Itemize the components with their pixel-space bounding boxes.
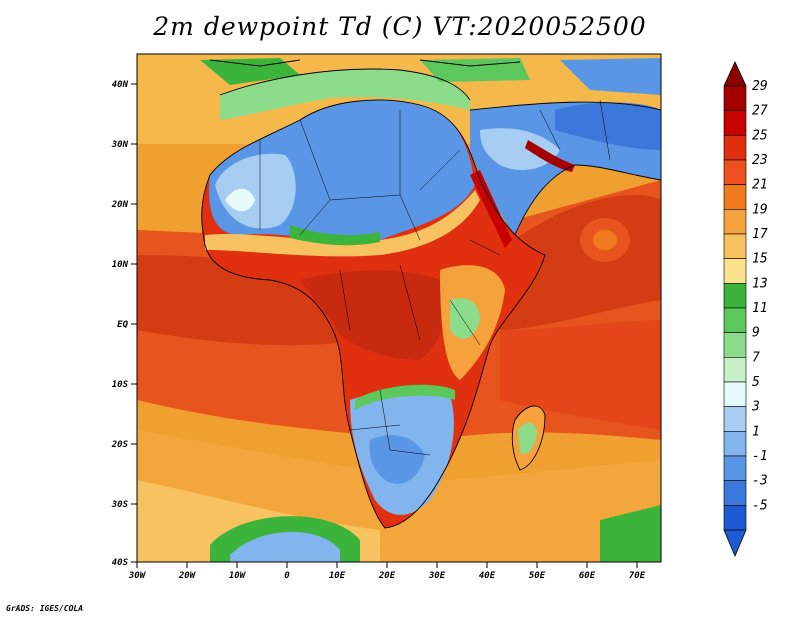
colorbar-box	[723, 233, 747, 259]
lat-label-30n: 30N	[111, 140, 129, 150]
colorbar-box	[723, 406, 747, 432]
colorbar-box	[723, 110, 747, 136]
colorbar-label: 15	[752, 252, 768, 267]
colorbar-label: 19	[752, 202, 768, 217]
colorbar-box	[723, 480, 747, 506]
lat-label-30s: 30S	[111, 500, 129, 510]
borders	[259, 99, 611, 456]
colorbar-label: -5	[752, 498, 768, 513]
colorbar-label: 17	[752, 227, 768, 242]
colorbar-box	[723, 455, 747, 481]
colorbar-label: -3	[752, 474, 768, 489]
lon-label-20w: 20W	[178, 571, 197, 581]
colorbar-label: 13	[752, 276, 768, 291]
lat-axis: 40N 30N 20N 10N EQ 10S 20S 30S 40S	[111, 80, 137, 568]
colorbar-label: 21	[752, 178, 768, 193]
colorbar: 29 27 25 23 21 19 17 15 13 11 9 7 5 3 1 -1 -3 -5	[723, 61, 768, 558]
colorbar-label: 9	[752, 326, 760, 341]
colorbar-top-arrow	[723, 61, 747, 87]
colorbar-labels: 29 27 25 23 21 19 17 15 13 11 9 7 5 3 1 -1 -3 -5	[751, 79, 768, 513]
lon-label-70e: 70E	[629, 571, 646, 581]
colorbar-box	[723, 381, 747, 407]
lon-label-30e: 30E	[428, 571, 446, 581]
colorbar-label: 1	[752, 424, 760, 439]
colorbar-box	[723, 357, 747, 383]
colorbar-box	[723, 505, 747, 531]
colorbar-box	[723, 159, 747, 185]
map-title: 2m dewpoint Td (C) VT:2020052500	[153, 12, 647, 41]
colorbar-boxes	[723, 85, 747, 531]
colorbar-label: 29	[752, 79, 768, 94]
lon-label-0: 0	[284, 571, 290, 581]
lon-label-40e: 40E	[479, 571, 496, 581]
colorbar-label: 23	[752, 153, 768, 168]
colorbar-label: 7	[752, 350, 760, 365]
colorbar-box	[723, 209, 747, 235]
colorbar-box	[723, 332, 747, 358]
lon-label-20e: 20E	[378, 571, 396, 581]
lat-label-20n: 20N	[111, 200, 129, 210]
lat-label-10s: 10S	[112, 380, 129, 390]
lon-axis: 30W 20W 10W 0 10E 20E 30E 40E 50E 60E 70…	[128, 562, 646, 581]
colorbar-label: 27	[752, 104, 768, 119]
colorbar-box	[723, 431, 747, 457]
colorbar-label: 3	[751, 400, 760, 415]
dewpoint-field	[137, 54, 661, 562]
lon-label-10e: 10E	[329, 571, 346, 581]
lon-label-60e: 60E	[579, 571, 596, 581]
lat-label-20s: 20S	[111, 440, 129, 450]
credit-text: GrADS: IGES/COLA	[6, 604, 84, 613]
lon-label-50e: 50E	[529, 571, 546, 581]
colorbar-bottom-arrow	[723, 529, 747, 558]
colorbar-label: 5	[752, 375, 760, 390]
plot-frame	[136, 53, 662, 563]
colorbar-box	[723, 283, 747, 309]
lon-label-10w: 10W	[229, 571, 247, 581]
colorbar-label: 25	[752, 128, 768, 143]
lat-label-eq: EQ	[117, 320, 128, 330]
colorbar-label: -1	[752, 449, 768, 464]
lat-label-40n: 40N	[112, 80, 129, 90]
coastlines	[201, 59, 661, 529]
lon-label-30w: 30W	[128, 571, 147, 581]
colorbar-box	[723, 184, 747, 210]
colorbar-box	[723, 258, 747, 284]
colorbar-box	[723, 307, 747, 333]
lat-label-40s: 40S	[112, 558, 129, 568]
colorbar-box	[723, 85, 747, 111]
colorbar-label: 11	[752, 301, 768, 316]
lat-label-10n: 10N	[112, 260, 129, 270]
colorbar-box	[723, 135, 747, 161]
